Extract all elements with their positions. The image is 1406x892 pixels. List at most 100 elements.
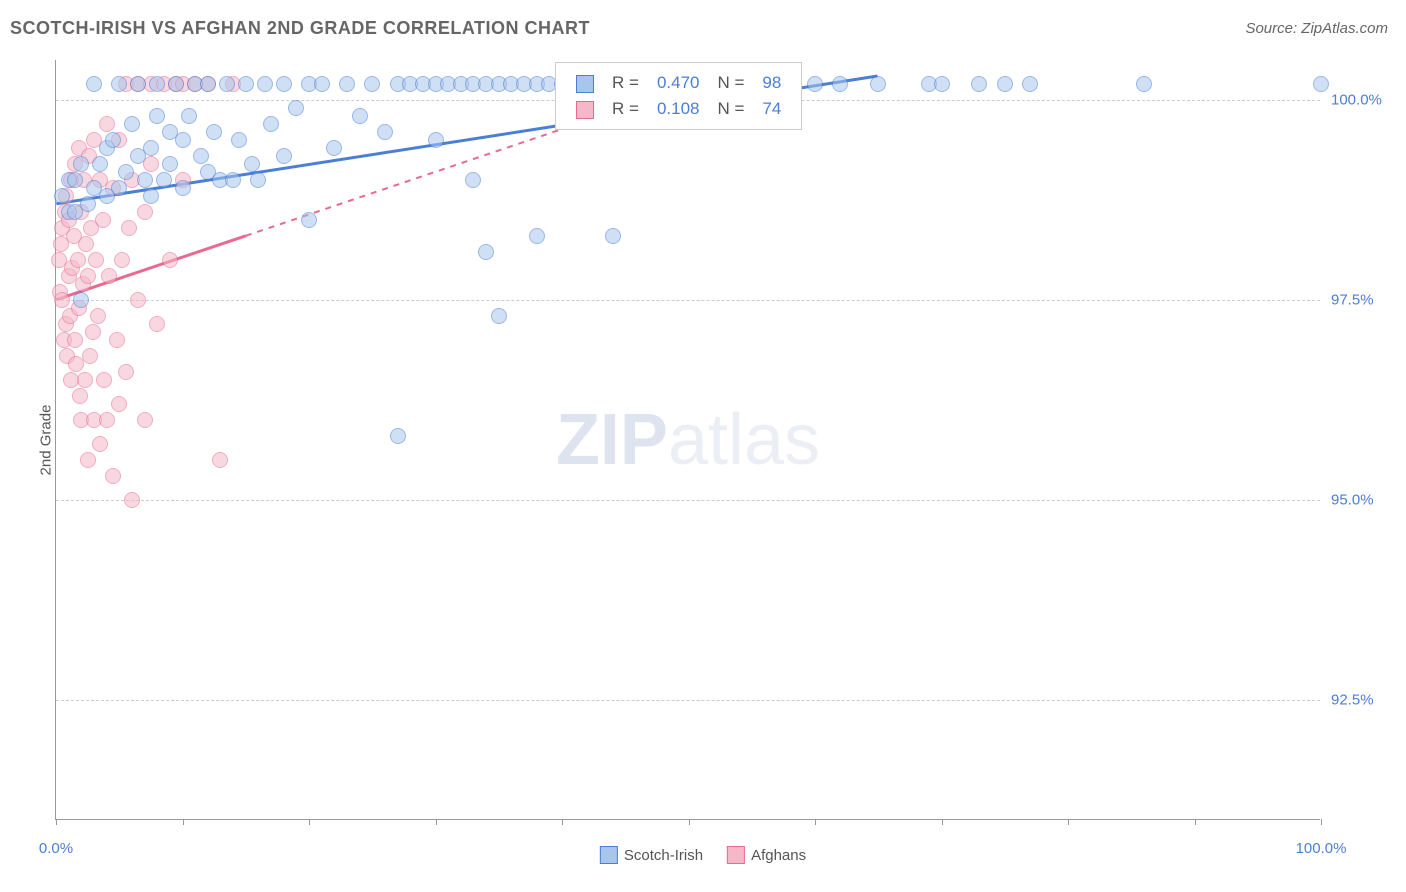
- afghans-point: [121, 220, 137, 236]
- legend-label: Scotch-Irish: [624, 847, 703, 864]
- scotch-irish-point: [1022, 76, 1038, 92]
- scotch-irish-point: [971, 76, 987, 92]
- scotch-irish-point: [390, 428, 406, 444]
- scotch-irish-point: [288, 100, 304, 116]
- x-tick: [689, 819, 690, 825]
- scotch-irish-point: [111, 180, 127, 196]
- scotch-irish-point: [175, 132, 191, 148]
- stats-row: R =0.108N =74: [568, 97, 789, 121]
- x-tick: [1068, 819, 1069, 825]
- x-tick: [1321, 819, 1322, 825]
- chart-title: SCOTCH-IRISH VS AFGHAN 2ND GRADE CORRELA…: [10, 18, 590, 39]
- scotch-irish-point: [605, 228, 621, 244]
- scotch-irish-point: [314, 76, 330, 92]
- trendlines-svg: [56, 60, 1320, 819]
- legend: Scotch-Irish Afghans: [600, 846, 806, 864]
- scotch-irish-point: [1136, 76, 1152, 92]
- legend-swatch: [576, 75, 594, 93]
- scotch-irish-point: [200, 76, 216, 92]
- source-attribution: Source: ZipAtlas.com: [1245, 20, 1388, 37]
- grid-line: [56, 700, 1320, 701]
- y-tick-label: 92.5%: [1331, 692, 1374, 709]
- scotch-irish-point: [168, 76, 184, 92]
- afghans-point: [77, 372, 93, 388]
- scotch-irish-point: [193, 148, 209, 164]
- scotch-irish-point: [181, 108, 197, 124]
- scotch-irish-point: [175, 180, 191, 196]
- x-tick: [1195, 819, 1196, 825]
- scotch-irish-point: [263, 116, 279, 132]
- afghans-point: [92, 436, 108, 452]
- scotch-irish-point: [870, 76, 886, 92]
- scotch-irish-point: [997, 76, 1013, 92]
- legend-swatch: [576, 101, 594, 119]
- scotch-irish-point: [80, 196, 96, 212]
- scotch-irish-point: [73, 156, 89, 172]
- afghans-point: [105, 468, 121, 484]
- afghans-point: [99, 412, 115, 428]
- scotch-irish-point: [54, 188, 70, 204]
- chart-container: SCOTCH-IRISH VS AFGHAN 2ND GRADE CORRELA…: [0, 0, 1406, 892]
- legend-item: Afghans: [727, 846, 806, 864]
- x-tick: [942, 819, 943, 825]
- scotch-irish-point: [377, 124, 393, 140]
- afghans-point: [162, 252, 178, 268]
- afghans-point: [212, 452, 228, 468]
- afghans-point: [95, 212, 111, 228]
- y-tick-label: 95.0%: [1331, 492, 1374, 509]
- scotch-irish-point: [137, 172, 153, 188]
- afghans-point: [109, 332, 125, 348]
- afghans-point: [88, 252, 104, 268]
- afghans-point: [137, 412, 153, 428]
- afghans-point: [114, 252, 130, 268]
- legend-item: Scotch-Irish: [600, 846, 703, 864]
- scotch-irish-point: [231, 132, 247, 148]
- scotch-irish-point: [130, 76, 146, 92]
- x-tick: [436, 819, 437, 825]
- x-tick: [815, 819, 816, 825]
- afghans-point: [67, 332, 83, 348]
- y-tick-label: 100.0%: [1331, 92, 1382, 109]
- afghans-point: [72, 388, 88, 404]
- afghans-point: [96, 372, 112, 388]
- scotch-irish-point: [478, 244, 494, 260]
- afghans-point: [80, 268, 96, 284]
- x-tick-label: 0.0%: [39, 840, 73, 857]
- scotch-irish-point: [465, 172, 481, 188]
- afghans-point: [124, 492, 140, 508]
- x-tick: [562, 819, 563, 825]
- scotch-irish-point: [105, 132, 121, 148]
- scotch-irish-point: [832, 76, 848, 92]
- scotch-irish-point: [807, 76, 823, 92]
- afghans-point: [118, 364, 134, 380]
- y-tick-label: 97.5%: [1331, 292, 1374, 309]
- afghans-point: [111, 396, 127, 412]
- scotch-irish-point: [143, 140, 159, 156]
- scotch-irish-point: [92, 156, 108, 172]
- scotch-irish-point: [73, 292, 89, 308]
- x-tick: [183, 819, 184, 825]
- x-tick-label: 100.0%: [1296, 840, 1347, 857]
- afghans-point: [101, 268, 117, 284]
- watermark: ZIPatlas: [556, 399, 820, 481]
- y-axis-label: 2nd Grade: [38, 404, 55, 475]
- scotch-irish-point: [244, 156, 260, 172]
- x-tick: [309, 819, 310, 825]
- grid-line: [56, 500, 1320, 501]
- scotch-irish-point: [257, 76, 273, 92]
- afghans-point: [85, 324, 101, 340]
- scotch-irish-point: [162, 156, 178, 172]
- legend-swatch: [727, 846, 745, 864]
- scotch-irish-point: [219, 76, 235, 92]
- scotch-irish-point: [67, 172, 83, 188]
- scotch-irish-point: [352, 108, 368, 124]
- scotch-irish-point: [118, 164, 134, 180]
- afghans-point: [80, 452, 96, 468]
- stats-row: R =0.470N =98: [568, 71, 789, 95]
- scotch-irish-point: [364, 76, 380, 92]
- afghans-point: [99, 116, 115, 132]
- x-tick: [56, 819, 57, 825]
- afghans-point: [137, 204, 153, 220]
- afghans-point: [70, 252, 86, 268]
- correlation-stats-box: R =0.470N =98R =0.108N =74: [555, 62, 802, 130]
